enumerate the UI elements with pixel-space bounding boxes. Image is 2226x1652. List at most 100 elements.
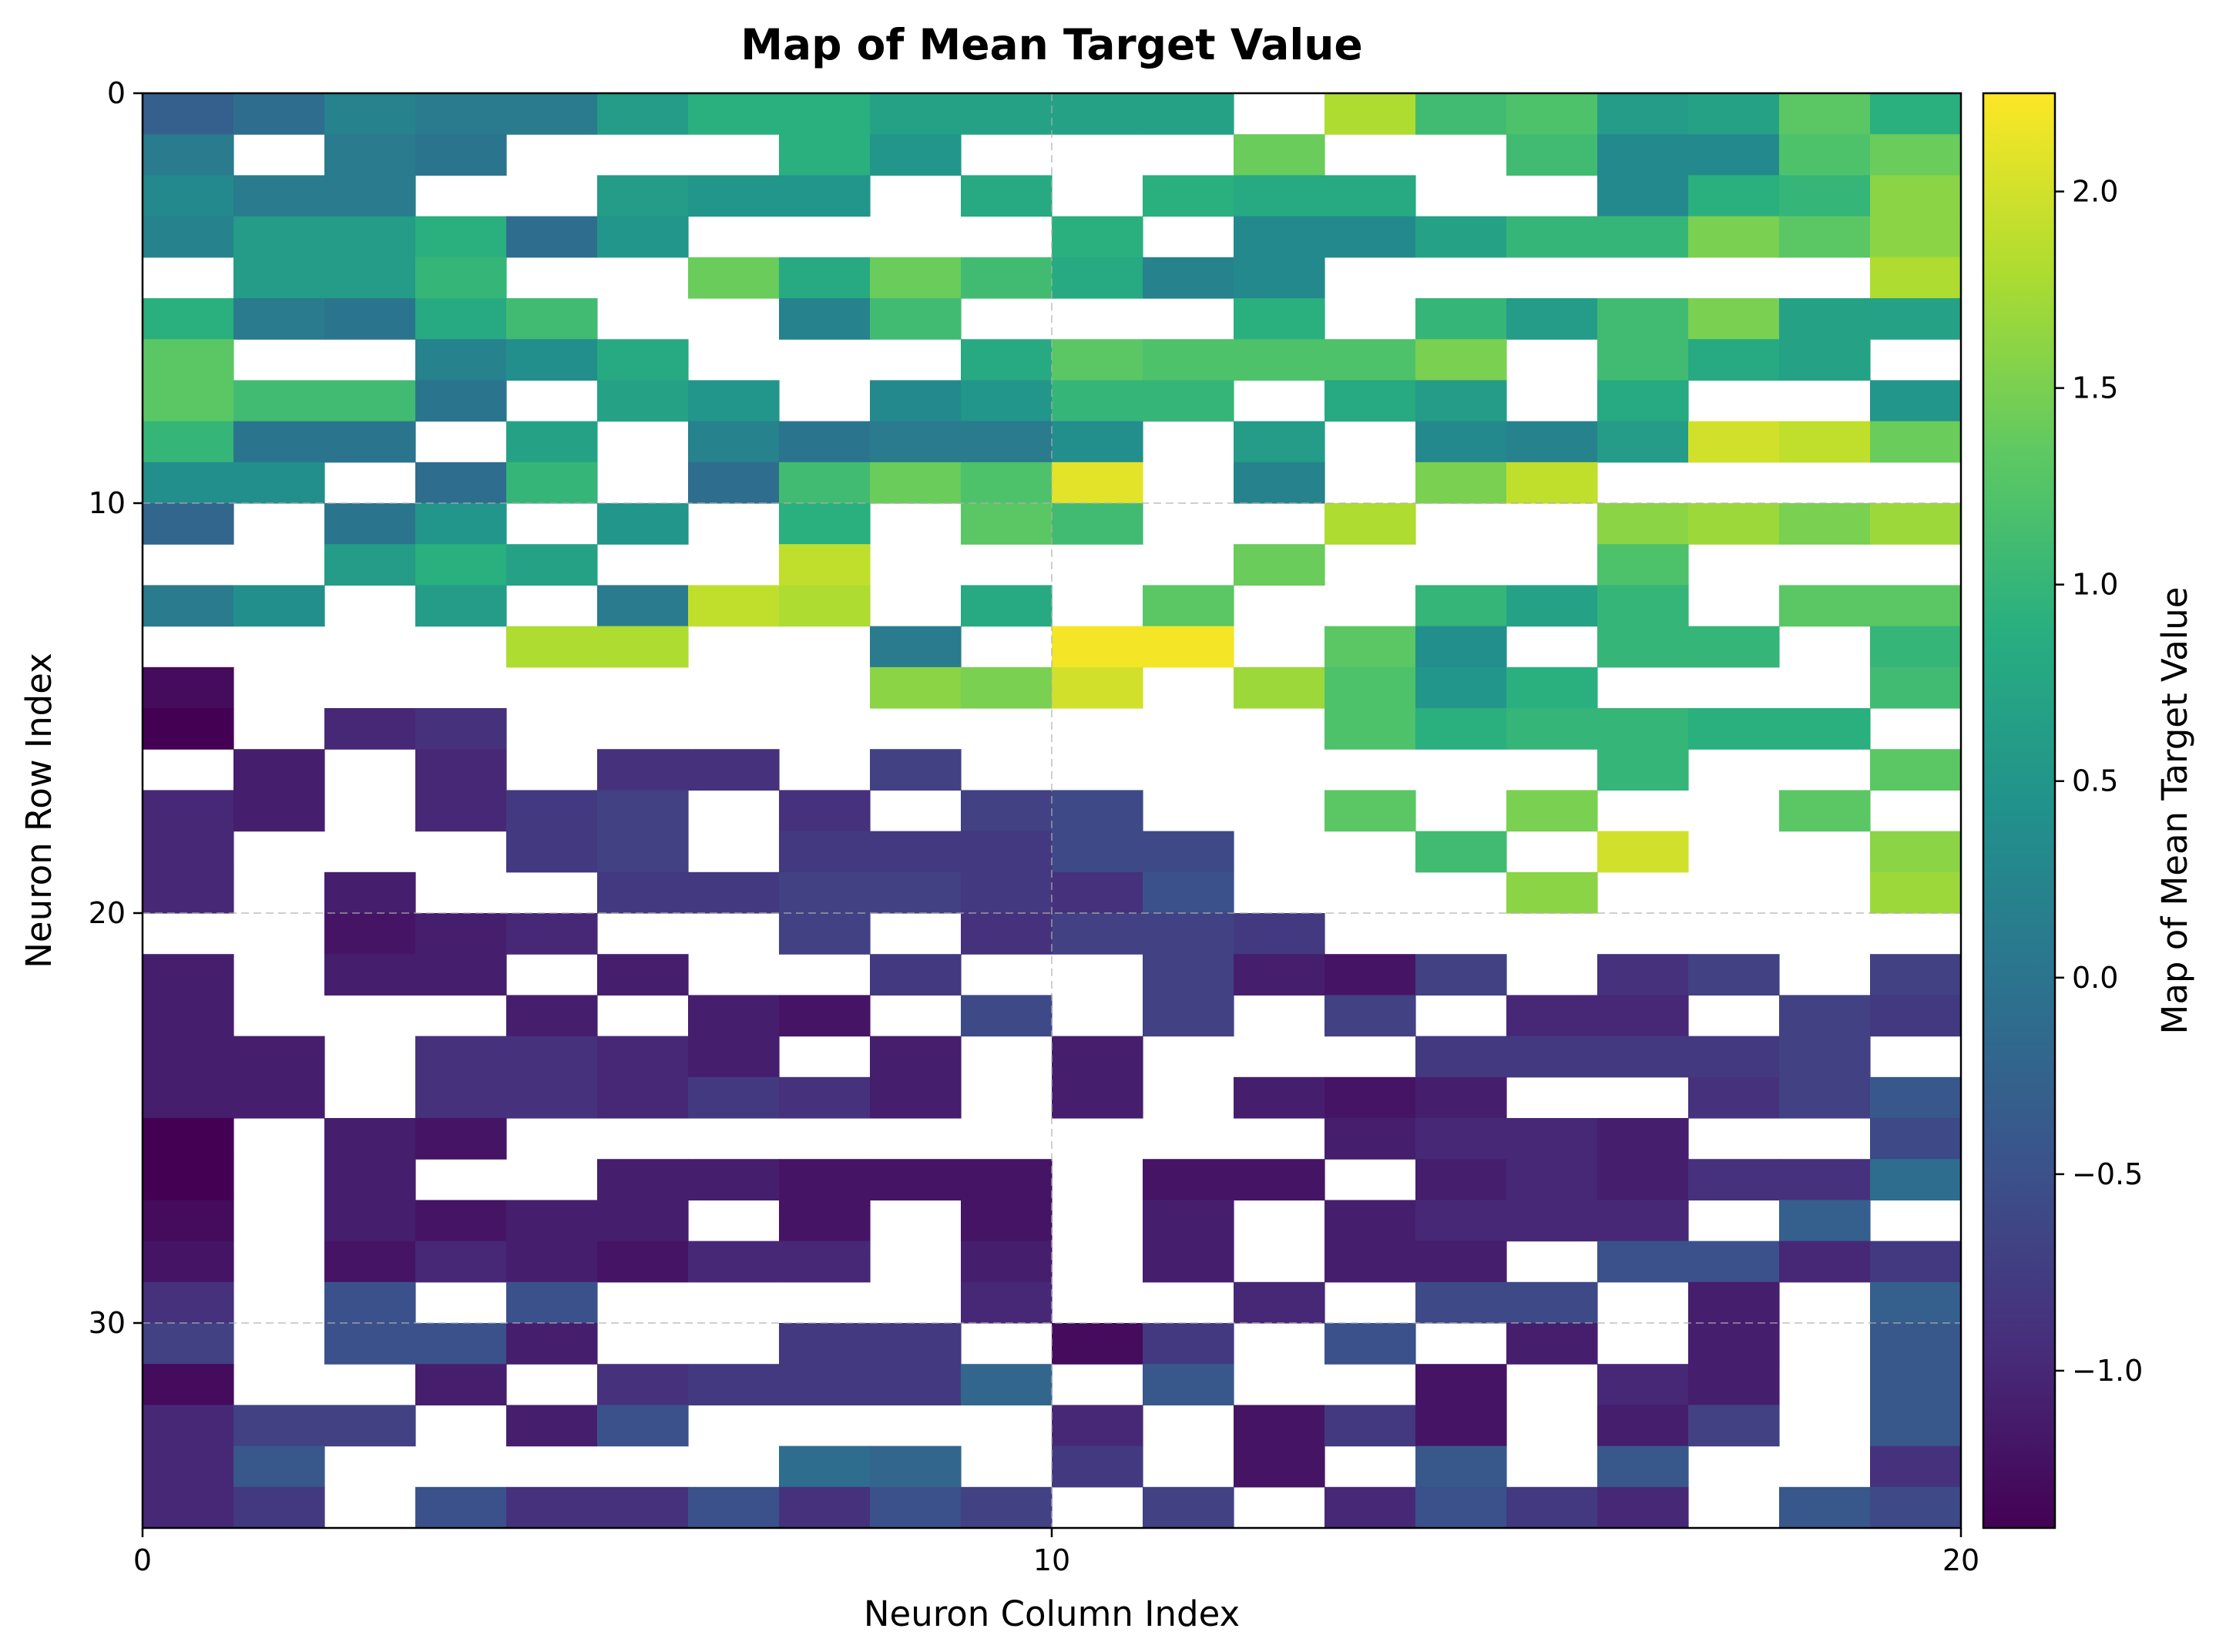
- heatmap-cell: [1688, 1036, 1780, 1078]
- colorbar-label: Map of Mean Target Value: [2154, 587, 2195, 1035]
- heatmap-cell: [961, 1241, 1053, 1283]
- heatmap-cell: [1779, 216, 1871, 258]
- heatmap-cell: [1870, 298, 1962, 340]
- heatmap-cell: [1870, 1118, 1962, 1160]
- heatmap-cell: [1779, 134, 1871, 176]
- heatmap-cell: [779, 1323, 871, 1365]
- heatmap-cell: [1234, 1405, 1325, 1447]
- heatmap-cell: [1870, 871, 1962, 914]
- heatmap-cells: [143, 93, 1962, 1529]
- heatmap-cell: [1325, 380, 1416, 422]
- heatmap-cell: [1415, 585, 1507, 627]
- heatmap-cell: [1688, 626, 1780, 668]
- heatmap-cell: [961, 995, 1053, 1037]
- heatmap-cell: [1234, 216, 1325, 258]
- heatmap-cell: [1688, 1281, 1780, 1324]
- heatmap-cell: [143, 134, 234, 176]
- heatmap-cell: [1688, 1159, 1780, 1200]
- heatmap-cell: [506, 216, 598, 258]
- heatmap-cell: [1234, 667, 1325, 709]
- heatmap-cell: [1506, 134, 1598, 176]
- heatmap-cell: [324, 1118, 416, 1160]
- heatmap-cell: [233, 380, 325, 422]
- heatmap-cell: [1325, 1323, 1416, 1365]
- heatmap-cell: [415, 1118, 507, 1160]
- heatmap-cell: [597, 871, 689, 914]
- heatmap-cell: [1870, 421, 1962, 463]
- heatmap-cell: [1052, 1405, 1143, 1447]
- heatmap-cell: [961, 380, 1053, 422]
- heatmap-cell: [415, 790, 507, 832]
- heatmap-cell: [1325, 1118, 1416, 1160]
- heatmap-cell: [143, 1159, 234, 1200]
- heatmap-cell: [597, 749, 689, 791]
- heatmap-cell: [1234, 298, 1325, 340]
- heatmap-cell: [1506, 1281, 1598, 1324]
- heatmap-cell: [870, 134, 962, 176]
- heatmap-cell: [415, 749, 507, 791]
- heatmap-cell: [233, 1446, 325, 1488]
- heatmap-cell: [961, 1281, 1053, 1324]
- heatmap-cell: [1597, 1036, 1689, 1078]
- heatmap-cell: [1143, 380, 1234, 422]
- heatmap-cell: [1506, 1323, 1598, 1365]
- heatmap-cell: [1597, 954, 1689, 996]
- heatmap-cell: [688, 871, 780, 914]
- heatmap-cell: [1688, 1405, 1780, 1447]
- heatmap-cell: [1415, 1159, 1507, 1200]
- heatmap-cell: [324, 298, 416, 340]
- heatmap-cell: [961, 462, 1053, 504]
- grid-lines: [143, 93, 1961, 1528]
- heatmap-cell: [688, 462, 780, 504]
- heatmap-cell: [1870, 134, 1962, 176]
- heatmap-cell: [1052, 93, 1143, 135]
- heatmap-cell: [688, 1486, 780, 1529]
- heatmap-cell: [1597, 831, 1689, 873]
- heatmap-cell: [961, 1200, 1053, 1242]
- heatmap-cell: [961, 790, 1053, 832]
- heatmap-cell: [779, 871, 871, 914]
- heatmap-cell: [324, 175, 416, 217]
- heatmap-cell: [506, 831, 598, 873]
- heatmap-cell: [779, 1241, 871, 1283]
- heatmap-cell: [143, 1118, 234, 1160]
- heatmap-cell: [324, 544, 416, 586]
- heatmap-cell: [233, 585, 325, 627]
- heatmap-cell: [506, 913, 598, 955]
- heatmap-cell: [597, 954, 689, 996]
- heatmap-cell: [779, 175, 871, 217]
- colorbar-tick-label: 0.5: [2072, 764, 2118, 798]
- heatmap-cell: [143, 1036, 234, 1078]
- heatmap-cell: [1688, 216, 1780, 258]
- heatmap-cell: [779, 585, 871, 627]
- heatmap-cell: [961, 503, 1053, 545]
- heatmap-cell: [597, 1076, 689, 1119]
- heatmap-cell: [415, 954, 507, 996]
- heatmap-cell: [506, 339, 598, 381]
- heatmap-cell: [688, 1076, 780, 1119]
- heatmap-cell: [1325, 93, 1416, 135]
- heatmap-cell: [1688, 1364, 1780, 1405]
- y-axis-ticks: 0 10 20 30: [89, 76, 143, 1340]
- heatmap-cell: [1597, 995, 1689, 1037]
- heatmap-cell: [597, 790, 689, 832]
- heatmap-cell: [506, 462, 598, 504]
- heatmap-cell: [779, 1446, 871, 1488]
- heatmap-cell: [1325, 790, 1416, 832]
- heatmap-cell: [1597, 175, 1689, 217]
- heatmap-cell: [1415, 1446, 1507, 1488]
- heatmap-cell: [506, 626, 598, 668]
- heatmap-cell: [1052, 257, 1143, 299]
- heatmap-cell: [1325, 667, 1416, 709]
- colorbar-tick-label: −1.0: [2072, 1354, 2143, 1388]
- heatmap-cell: [1143, 626, 1234, 668]
- heatmap-cell: [1597, 339, 1689, 381]
- heatmap-cell: [1415, 708, 1507, 750]
- heatmap-cell: [1325, 175, 1416, 217]
- heatmap-cell: [961, 175, 1053, 217]
- x-tick-label: 10: [1033, 1543, 1070, 1577]
- heatmap-cell: [1597, 1159, 1689, 1200]
- heatmap-cell: [324, 913, 416, 955]
- heatmap-cell: [779, 298, 871, 340]
- heatmap-cell: [597, 1200, 689, 1242]
